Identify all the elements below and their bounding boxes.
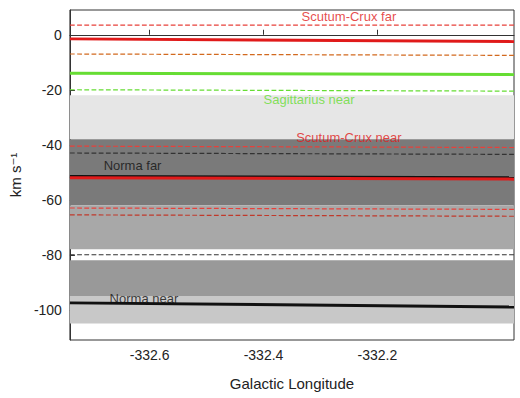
svg-text:-20: -20 <box>42 82 62 98</box>
svg-text:km s⁻¹: km s⁻¹ <box>7 153 24 198</box>
svg-text:-332.6: -332.6 <box>130 347 170 363</box>
svg-text:Galactic Longitude: Galactic Longitude <box>230 375 354 392</box>
svg-text:-332.2: -332.2 <box>358 347 398 363</box>
svg-text:Norma far: Norma far <box>104 158 162 173</box>
svg-text:Scutum-Crux far: Scutum-Crux far <box>302 9 397 24</box>
svg-text:0: 0 <box>54 27 62 43</box>
svg-text:-40: -40 <box>42 137 62 153</box>
svg-text:-332.4: -332.4 <box>244 347 284 363</box>
svg-text:-60: -60 <box>42 192 62 208</box>
svg-text:Norma near: Norma near <box>110 291 179 306</box>
svg-text:Scutum-Crux near: Scutum-Crux near <box>296 130 402 145</box>
svg-text:-100: -100 <box>34 302 62 318</box>
svg-text:-80: -80 <box>42 247 62 263</box>
svg-text:Sagittarius near: Sagittarius near <box>264 92 356 107</box>
